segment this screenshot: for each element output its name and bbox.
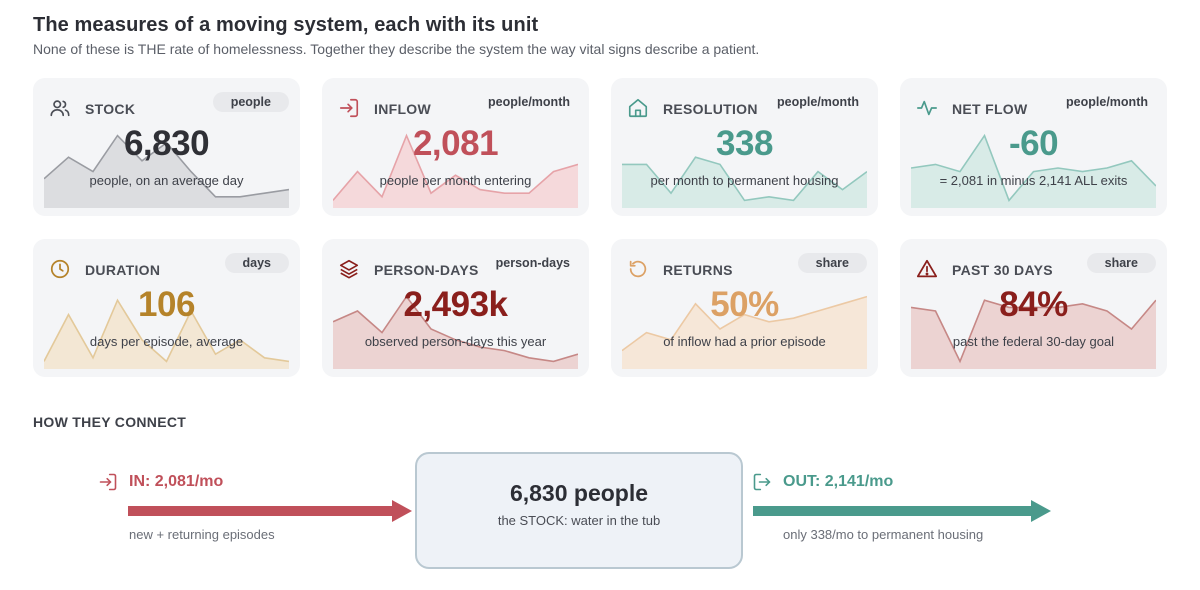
returns-sparkline — [622, 289, 867, 369]
sparkline-line — [44, 300, 289, 361]
card-label: RESOLUTION — [663, 101, 758, 117]
outflow-subtext: only 338/mo to permanent housing — [783, 527, 984, 542]
card-description: per month to permanent housing — [650, 173, 839, 188]
exit-icon — [753, 473, 771, 491]
enter-icon — [339, 98, 359, 118]
card-label: INFLOW — [374, 101, 432, 117]
person-days-sparkline — [333, 289, 578, 369]
warning-icon — [916, 259, 938, 278]
card-value: 2,081 — [412, 124, 499, 163]
card-value: 2,493k — [403, 285, 508, 324]
card-label: RETURNS — [663, 262, 733, 278]
card-label: PAST 30 DAYS — [952, 262, 1053, 278]
sparkline-line — [44, 136, 289, 197]
stock-value: 6,830 people — [509, 480, 649, 506]
unit-badge: person-days — [495, 256, 570, 270]
card-description: past the federal 30-day goal — [952, 334, 1115, 349]
unit-badge: share — [1086, 253, 1156, 273]
sparkline-line — [622, 297, 867, 351]
card-label: PERSON-DAYS — [374, 262, 479, 278]
unit-badge: people/month — [488, 95, 570, 109]
card-duration: DURATION days 106 days per episode, aver… — [33, 239, 300, 377]
sparkline-area — [44, 300, 289, 369]
pulse-icon — [917, 100, 937, 116]
card-returns: RETURNS share 50% of inflow had a prior … — [611, 239, 878, 377]
inflow-label: IN: 2,081/mo — [129, 473, 224, 490]
return-icon — [629, 260, 647, 278]
outflow-arrow — [753, 500, 1051, 522]
card-description: days per episode, average — [89, 334, 244, 349]
unit-badge: days — [224, 253, 289, 273]
sparkline-line — [911, 136, 1156, 201]
card-value: 84% — [999, 285, 1068, 324]
unit-badge: people — [212, 92, 289, 112]
unit-badge: people/month — [1066, 95, 1148, 109]
card-value: 50% — [710, 285, 779, 324]
inflow-sparkline — [333, 128, 578, 208]
card-value: 106 — [138, 285, 195, 324]
layers-icon — [339, 259, 359, 279]
card-value: 6,830 — [123, 124, 210, 163]
card-description: = 2,081 in minus 2,141 ALL exits — [939, 173, 1128, 188]
page-subtitle: None of these is THE rate of homelessnes… — [33, 41, 760, 57]
duration-sparkline — [44, 289, 289, 369]
sparkline-line — [911, 300, 1156, 361]
inflow-arrow — [128, 500, 412, 522]
past-30-days-sparkline — [911, 289, 1156, 369]
card-past-30-days: PAST 30 DAYS share 84% past the federal … — [900, 239, 1167, 377]
inflow-subtext: new + returning episodes — [129, 527, 275, 542]
card-value: -60 — [1008, 124, 1059, 163]
sparkline-line — [622, 157, 867, 200]
section-heading: HOW THEY CONNECT — [33, 414, 187, 430]
card-label: DURATION — [85, 262, 161, 278]
sparkline-line — [333, 136, 578, 201]
card-description: people per month entering — [379, 173, 532, 188]
card-description: people, on an average day — [89, 173, 244, 188]
stock-tub: 6,830 people the STOCK: water in the tub — [415, 452, 743, 569]
page-title: The measures of a moving system, each wi… — [33, 14, 539, 36]
card-label: NET FLOW — [952, 101, 1028, 117]
unit-badge: people/month — [777, 95, 859, 109]
outflow-label: OUT: 2,141/mo — [783, 473, 894, 490]
card-value: 338 — [716, 124, 773, 163]
sparkline-area — [911, 300, 1156, 369]
card-description: of inflow had a prior episode — [663, 334, 826, 349]
card-net-flow: NET FLOW people/month -60 = 2,081 in min… — [900, 78, 1167, 216]
sparkline-line — [333, 297, 578, 362]
card-description: observed person-days this year — [364, 334, 547, 349]
home-icon — [628, 98, 648, 118]
card-resolution: RESOLUTION people/month 338 per month to… — [611, 78, 878, 216]
unit-badge: share — [797, 253, 867, 273]
card-inflow: INFLOW people/month 2,081 people per mon… — [322, 78, 589, 216]
clock-icon — [50, 259, 70, 279]
card-person-days: PERSON-DAYS person-days 2,493k observed … — [322, 239, 589, 377]
sparkline-area — [333, 135, 578, 208]
enter-icon — [99, 473, 117, 491]
card-stock: STOCK people 6,830 people, on an average… — [33, 78, 300, 216]
stock-sparkline — [44, 128, 289, 208]
people-icon — [50, 100, 70, 117]
card-label: STOCK — [85, 101, 136, 117]
net-flow-sparkline — [911, 128, 1156, 208]
resolution-sparkline — [622, 128, 867, 208]
stock-caption: the STOCK: water in the tub — [497, 513, 661, 528]
sparkline-area — [622, 157, 867, 208]
